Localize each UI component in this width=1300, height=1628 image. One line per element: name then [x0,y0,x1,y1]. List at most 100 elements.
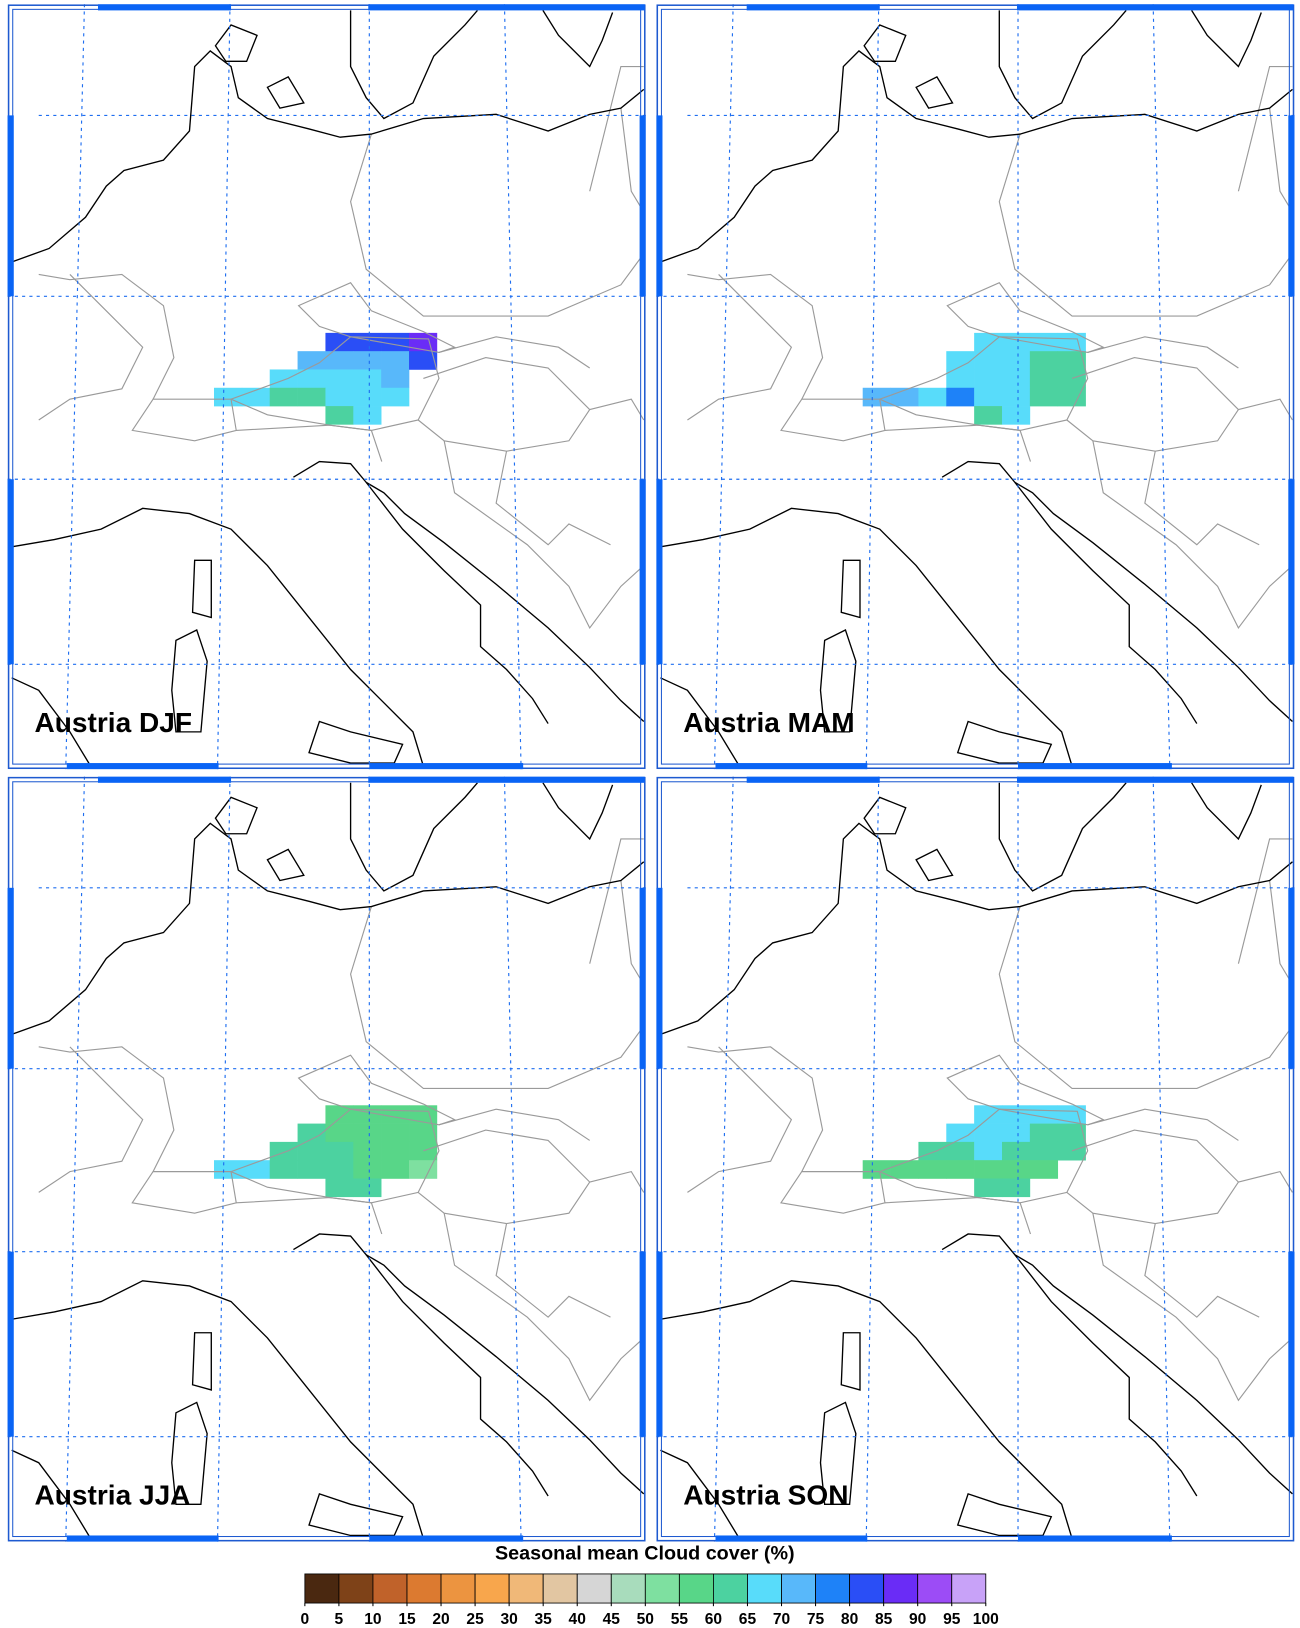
grid-cell [1002,351,1031,370]
grid-cell [946,387,975,407]
grid-cell [297,369,326,389]
grid-cell [353,369,382,389]
colorbar-tick-label: 85 [875,1611,893,1628]
grid-cell [297,1160,326,1179]
grid-cell [1002,1123,1031,1143]
colorbar-tick-label: 35 [535,1611,553,1628]
colorbar-box [747,1573,782,1604]
grid-cell [1057,351,1086,370]
grid-cell [1029,1160,1059,1179]
colorbar-box [644,1573,680,1604]
panel-label: Austria DJF [35,707,192,738]
grid-cell [325,1160,354,1179]
grid-cell [353,406,382,425]
map-panel: Austria JJA [7,776,646,1542]
grid-cell [1002,387,1031,407]
colorbar-tick-label: 0 [301,1611,310,1628]
grid-cell [1029,1123,1059,1143]
grid-cell [1029,351,1059,370]
grid-cell [1002,1160,1031,1179]
colorbar-box [781,1573,816,1604]
panels: Austria DJF Austria MAM Austria JJA Austria… [7,4,1295,1542]
colorbar-tick-label: 100 [973,1611,999,1628]
grid-cell [974,369,1003,389]
grid-cell [862,1160,891,1179]
colorbar-box [712,1573,748,1604]
colorbar-box [951,1573,987,1604]
grid-cell [918,1160,947,1179]
grid-cell [325,387,354,407]
grid-cell [1029,369,1059,389]
grid-cell [269,1141,298,1161]
colorbar-tick-label: 60 [705,1611,723,1628]
grid-cell [353,1160,382,1179]
colorbar-box [678,1573,714,1604]
colorbar-tick-label: 80 [841,1611,859,1628]
grid-cell [381,332,410,352]
grid-cell [409,332,438,352]
grid-cell [946,1160,975,1179]
colorbar-tick-label: 70 [773,1611,791,1628]
grid-cell [1002,1178,1031,1198]
grid-cell [918,1141,947,1161]
colorbar-box [883,1573,919,1604]
grid-cell [1057,1105,1086,1124]
colorbar-tick-label: 90 [909,1611,927,1628]
colorbar-tick-label: 55 [671,1611,689,1628]
grid-cell [409,351,438,370]
grid-cell [1057,387,1086,407]
grid-cell [353,1141,382,1161]
grid-cell [1029,332,1059,352]
colorbar-box [406,1573,442,1604]
grid-cell [325,332,354,352]
colorbar-box [542,1573,578,1604]
grid-cell [381,1123,410,1143]
grid-cell [297,1123,326,1143]
grid-cell [946,1123,975,1143]
grid-cell [1029,1141,1059,1161]
grid-cell [353,1105,382,1124]
grid-cell [325,406,354,425]
grid-cell [381,369,410,389]
colorbar-tick-label: 30 [500,1611,518,1628]
colorbar-box [304,1573,340,1604]
grid-cell [974,1123,1003,1143]
map-panel: Austria SON [656,776,1295,1542]
grid-cell [297,351,326,370]
grid-cell [409,1160,438,1179]
grid-cell [325,1123,354,1143]
colorbar-tick-label: 10 [364,1611,382,1628]
grid-cell [974,1141,1003,1161]
panel-label: Austria MAM [683,707,854,738]
grid-cell [325,1105,354,1124]
colorbar-box [474,1573,510,1604]
colorbar-box [849,1573,885,1604]
grid-cell [974,1105,1003,1124]
grid-cell [974,1178,1003,1198]
colorbar-title: Seasonal mean Cloud cover (%) [495,1542,795,1564]
grid-cell [381,1105,410,1124]
colorbar-tick-label: 40 [569,1611,587,1628]
grid-cell [381,351,410,370]
grid-cell [862,387,891,407]
grid-cell [918,387,947,407]
colorbar-box [917,1573,953,1604]
grid-cell [1029,1105,1059,1124]
colorbar-tick-label: 5 [335,1611,344,1628]
grid-cell [269,369,298,389]
grid-cell [353,332,382,352]
grid-cell [353,387,382,407]
colorbar-tick-label: 45 [603,1611,621,1628]
grid-cell [409,1105,438,1124]
colorbar-tick-label: 15 [398,1611,416,1628]
grid-cell [353,1178,382,1198]
grid-cell [381,387,410,407]
cells [213,1105,438,1198]
colorbar-tick-label: 95 [943,1611,961,1628]
grid-cell [946,369,975,389]
grid-cell [946,1141,975,1161]
colorbar-tick-label: 50 [637,1611,655,1628]
grid-cell [1002,1141,1031,1161]
colorbar-box [815,1573,851,1604]
